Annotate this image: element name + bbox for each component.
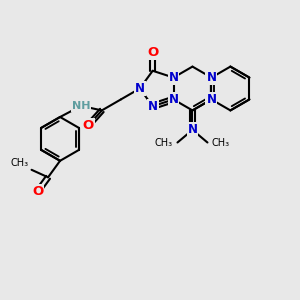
Text: O: O xyxy=(32,185,43,198)
Text: N: N xyxy=(206,93,216,106)
Text: NH: NH xyxy=(72,101,90,111)
Text: N: N xyxy=(169,93,178,106)
Text: N: N xyxy=(135,82,145,95)
Text: N: N xyxy=(206,71,216,84)
Text: CH₃: CH₃ xyxy=(11,158,28,168)
Text: O: O xyxy=(147,46,158,59)
Text: CH₃: CH₃ xyxy=(155,137,173,148)
Text: CH₃: CH₃ xyxy=(212,137,230,148)
Text: N: N xyxy=(169,71,178,84)
Text: O: O xyxy=(83,119,94,132)
Text: N: N xyxy=(188,123,197,136)
Text: N: N xyxy=(148,100,158,113)
